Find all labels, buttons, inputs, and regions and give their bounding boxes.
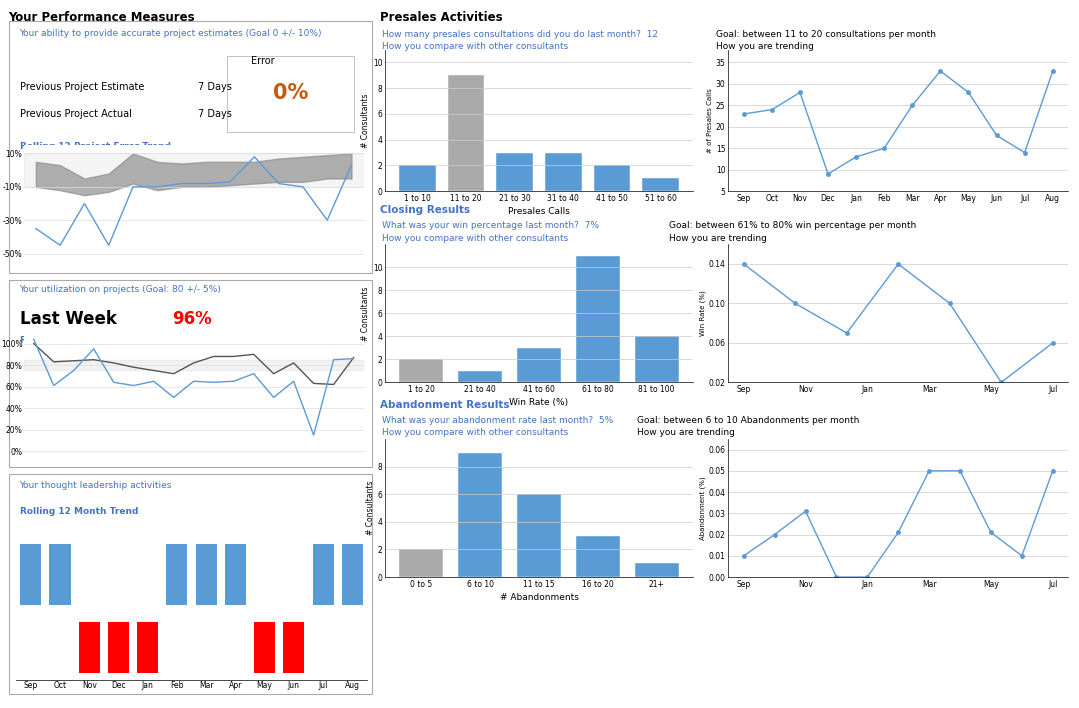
Bar	[545, 152, 582, 191]
Bar	[342, 544, 363, 605]
Y-axis label: # Consultants: # Consultants	[361, 93, 370, 147]
Bar	[254, 622, 275, 673]
Legend: Company Avg, Consultant: Company Avg, Consultant	[125, 298, 262, 307]
Text: Rolling 12 Month Trend: Rolling 12 Month Trend	[19, 507, 138, 516]
Text: Previous Project Actual: Previous Project Actual	[19, 109, 132, 119]
Bar	[21, 544, 41, 605]
X-axis label: # Abandonments: # Abandonments	[500, 593, 578, 602]
Bar	[224, 544, 246, 605]
Text: How you are trending: How you are trending	[669, 234, 767, 243]
Text: What was your win percentage last month?  7%: What was your win percentage last month?…	[382, 221, 599, 230]
FancyBboxPatch shape	[9, 21, 372, 273]
Bar	[108, 622, 129, 673]
Text: 96%: 96%	[173, 309, 211, 328]
Bar	[448, 75, 484, 191]
Bar	[166, 544, 188, 605]
Bar	[284, 622, 304, 673]
Y-axis label: Win Rate (%): Win Rate (%)	[699, 290, 706, 336]
Text: Rolling 12 Project Error Trend: Rolling 12 Project Error Trend	[19, 142, 170, 151]
Text: Last Week: Last Week	[19, 309, 117, 328]
Text: Goal: between 6 to 10 Abandonments per month: Goal: between 6 to 10 Abandonments per m…	[637, 416, 859, 425]
Bar	[79, 622, 99, 673]
Text: How you compare with other consultants: How you compare with other consultants	[382, 42, 569, 52]
Bar	[50, 544, 70, 605]
FancyBboxPatch shape	[9, 474, 372, 694]
Bar	[576, 256, 619, 382]
Bar	[593, 166, 630, 191]
Text: Rolling 12 Week Utilization % Trend: Rolling 12 Week Utilization % Trend	[19, 336, 201, 345]
Text: Presales Activities: Presales Activities	[380, 11, 503, 23]
Text: How you compare with other consultants: How you compare with other consultants	[382, 428, 569, 438]
Text: Goal: between 61% to 80% win percentage per month: Goal: between 61% to 80% win percentage …	[669, 221, 916, 230]
Bar	[457, 371, 502, 382]
Bar	[496, 152, 533, 191]
Text: Your thought leadership activities: Your thought leadership activities	[19, 481, 172, 490]
Text: Your utilization on projects (Goal: 80 +/- 5%): Your utilization on projects (Goal: 80 +…	[19, 285, 221, 295]
Bar	[634, 336, 679, 382]
Bar	[399, 166, 436, 191]
Text: Your ability to provide accurate project estimates (Goal 0 +/- 10%): Your ability to provide accurate project…	[19, 29, 322, 38]
Text: Abandonment Results: Abandonment Results	[380, 400, 509, 410]
Text: Your Performance Measures: Your Performance Measures	[9, 11, 195, 23]
Y-axis label: # of Presales Calls: # of Presales Calls	[707, 88, 713, 153]
Text: Error: Error	[251, 57, 275, 67]
Bar	[517, 494, 561, 577]
Y-axis label: # Consultants: # Consultants	[361, 286, 370, 341]
Bar	[399, 549, 443, 577]
Text: Previous Project Estimate: Previous Project Estimate	[19, 81, 144, 91]
Text: 7 Days: 7 Days	[197, 109, 232, 119]
Y-axis label: # Consultants: # Consultants	[366, 481, 374, 535]
Bar	[24, 360, 364, 370]
Bar	[457, 453, 502, 577]
Bar	[137, 622, 159, 673]
Text: How you are trending: How you are trending	[637, 428, 735, 438]
Legend: Sum(Consultant), Company Average: Sum(Consultant), Company Average	[105, 491, 283, 500]
Bar	[195, 544, 217, 605]
Text: Closing Results: Closing Results	[380, 205, 470, 215]
Text: How you are trending: How you are trending	[716, 42, 815, 52]
X-axis label: Win Rate (%): Win Rate (%)	[509, 399, 569, 407]
FancyBboxPatch shape	[227, 57, 354, 132]
Y-axis label: Abandonment (%): Abandonment (%)	[699, 476, 706, 539]
Text: 0%: 0%	[273, 83, 309, 103]
Text: What was your abandonment rate last month?  5%: What was your abandonment rate last mont…	[382, 416, 613, 425]
Bar	[634, 564, 679, 577]
Text: 7 Days: 7 Days	[197, 81, 232, 91]
FancyBboxPatch shape	[9, 280, 372, 467]
Bar	[399, 360, 443, 382]
Bar	[576, 535, 619, 577]
Text: How you compare with other consultants: How you compare with other consultants	[382, 234, 569, 243]
Bar	[517, 348, 561, 382]
Bar	[642, 178, 679, 191]
Bar	[24, 154, 364, 187]
Text: Goal: between 11 to 20 consultations per month: Goal: between 11 to 20 consultations per…	[716, 30, 937, 39]
Text: How many presales consultations did you do last month?  12: How many presales consultations did you …	[382, 30, 658, 39]
Bar	[313, 544, 333, 605]
X-axis label: Presales Calls: Presales Calls	[508, 207, 570, 216]
